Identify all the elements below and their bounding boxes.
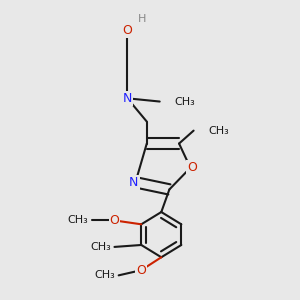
Text: O: O — [122, 24, 132, 37]
Text: CH₃: CH₃ — [91, 242, 111, 252]
Text: O: O — [136, 264, 146, 277]
Text: H: H — [138, 14, 146, 24]
Text: CH₃: CH₃ — [68, 215, 88, 225]
Text: O: O — [187, 161, 197, 174]
Text: CH₃: CH₃ — [95, 270, 116, 280]
Text: O: O — [110, 214, 119, 227]
Text: CH₃: CH₃ — [174, 97, 195, 106]
Text: N: N — [129, 176, 139, 189]
Text: CH₃: CH₃ — [208, 126, 229, 136]
Text: N: N — [123, 92, 132, 105]
